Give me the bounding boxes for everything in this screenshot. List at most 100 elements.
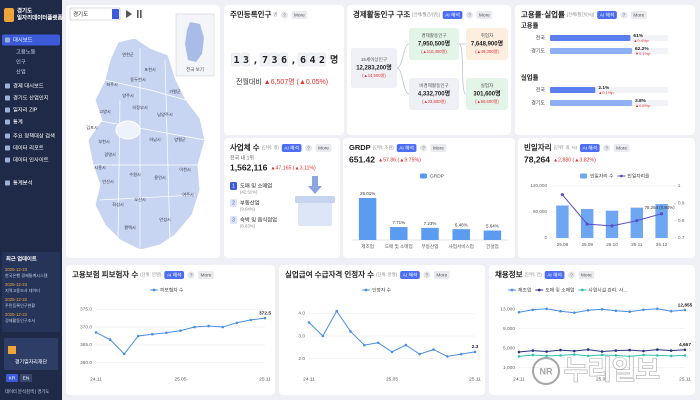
more-button-bg[interactable] bbox=[578, 271, 595, 279]
map-region-label[interactable]: 화성시 bbox=[112, 201, 124, 208]
map-region-label[interactable]: 안성시 bbox=[159, 216, 171, 222]
point bbox=[459, 352, 463, 356]
help-icon[interactable] bbox=[419, 144, 427, 152]
legend-text: 제조업 bbox=[518, 286, 531, 293]
menu-item[interactable]: 데이터 인사이트 bbox=[13, 155, 49, 163]
legend-text: 피보험자 수 bbox=[160, 286, 184, 293]
menu-item[interactable]: 통계 bbox=[13, 117, 23, 125]
menu-item[interactable]: 데이터 리포트 bbox=[13, 143, 44, 151]
menu-item[interactable]: 경제 대시보드 bbox=[13, 81, 44, 89]
y-tick-label: 1,000 bbox=[503, 365, 515, 371]
menu-item[interactable]: 고용노동 bbox=[16, 48, 36, 55]
menu-item[interactable]: 경기도 산업인지 bbox=[13, 93, 49, 101]
point bbox=[683, 348, 687, 352]
y2-tick-label: 0.9 bbox=[678, 201, 685, 206]
ai-button-bg[interactable] bbox=[164, 271, 185, 279]
point bbox=[635, 219, 639, 223]
point bbox=[94, 331, 98, 334]
point-label: 4,667 bbox=[679, 342, 691, 348]
menu-item[interactable]: 산업 bbox=[16, 67, 26, 75]
more-button-bg[interactable] bbox=[630, 11, 647, 19]
ai-button-bg[interactable] bbox=[597, 11, 617, 19]
help-icon[interactable] bbox=[603, 144, 611, 152]
help-icon[interactable] bbox=[620, 11, 628, 19]
map-region-label[interactable]: 오산시 bbox=[134, 196, 146, 202]
ai-button-bg[interactable] bbox=[396, 144, 417, 152]
map-region-label[interactable]: 시흥시 bbox=[94, 164, 106, 170]
map-region-label[interactable]: 파주시 bbox=[106, 81, 118, 88]
map-region-label[interactable]: 의정부시 bbox=[132, 104, 148, 111]
map-region-label[interactable]: 부천시 bbox=[98, 138, 110, 145]
help-icon[interactable] bbox=[567, 271, 575, 279]
point bbox=[531, 349, 535, 352]
map-region-label[interactable]: 안산시 bbox=[102, 178, 114, 184]
ai-button-bg[interactable] bbox=[281, 144, 302, 152]
more-button-bg[interactable] bbox=[198, 271, 214, 279]
bar-value-label: 6.46% bbox=[455, 222, 468, 227]
map-region-label[interactable]: 양평군 bbox=[174, 136, 186, 142]
help-icon[interactable] bbox=[187, 271, 195, 279]
more-button-text: More bbox=[633, 13, 644, 19]
map-region-label[interactable]: 여주시 bbox=[182, 191, 194, 198]
bar-value-label: 25.01% bbox=[360, 191, 375, 196]
more-button-bg[interactable] bbox=[613, 144, 630, 152]
point bbox=[614, 354, 618, 357]
map-region-label[interactable]: 고양시 bbox=[99, 108, 111, 114]
more-button-bg[interactable] bbox=[315, 144, 332, 152]
ai-button-bg[interactable] bbox=[442, 11, 463, 19]
legend-text: GRDP bbox=[430, 173, 444, 179]
more-button-bg[interactable] bbox=[433, 271, 450, 279]
update-date: 2025-12-23 bbox=[5, 282, 28, 287]
point bbox=[235, 321, 239, 325]
region-select[interactable] bbox=[69, 7, 121, 21]
menu-item[interactable]: 통계분석 bbox=[13, 178, 33, 186]
map-region-label[interactable]: 하남시 bbox=[149, 136, 161, 143]
ai-button-bg[interactable] bbox=[400, 271, 420, 279]
help-icon[interactable] bbox=[465, 11, 473, 19]
map-region-label[interactable]: 광명시 bbox=[104, 151, 116, 157]
menu-item[interactable]: 일자리 ZIP bbox=[13, 105, 38, 113]
point bbox=[683, 354, 687, 357]
map-region-label[interactable]: 용인시 bbox=[154, 174, 166, 180]
y-tick-label: 360.0 bbox=[80, 360, 92, 366]
map-region-label[interactable]: 남양주시 bbox=[157, 111, 173, 118]
box-lid bbox=[295, 196, 335, 203]
bar-value-label: 5.64% bbox=[486, 224, 499, 229]
menu-item[interactable]: 대시보드 bbox=[13, 35, 33, 43]
digit-box bbox=[259, 52, 269, 67]
lang-button[interactable] bbox=[6, 374, 18, 382]
more-button-bg[interactable] bbox=[291, 11, 308, 19]
point bbox=[517, 310, 521, 314]
total-change: ▲2,880 (▲3.82%) bbox=[553, 157, 596, 163]
top-industry: 부동산업 bbox=[240, 198, 260, 206]
panel-unit: (단위: 개, %) bbox=[554, 144, 578, 151]
legend-text: 인정자 수 bbox=[372, 286, 392, 293]
help-icon[interactable] bbox=[305, 144, 312, 152]
map-region-label[interactable]: 수원시 bbox=[129, 171, 141, 178]
more-button-bg[interactable] bbox=[430, 144, 447, 152]
help-icon[interactable] bbox=[423, 271, 431, 279]
lang-button[interactable] bbox=[20, 374, 32, 382]
map-region-label[interactable]: 김포시 bbox=[86, 124, 98, 130]
ai-button-text: AI 해석 bbox=[403, 272, 418, 279]
ai-button-bg[interactable] bbox=[579, 144, 600, 152]
business-count: 1,562,116 bbox=[230, 162, 268, 172]
more-button-bg[interactable] bbox=[476, 11, 493, 19]
menu-item[interactable]: 주요 정책대상 검색 bbox=[13, 131, 55, 139]
point bbox=[418, 352, 421, 356]
point bbox=[531, 308, 535, 312]
map-region-label[interactable]: 동두천시 bbox=[130, 76, 146, 83]
map-region-label[interactable]: 연천군 bbox=[122, 51, 134, 57]
legend-swatch bbox=[152, 288, 156, 292]
map-region-label[interactable]: 이천시 bbox=[179, 166, 191, 173]
point bbox=[404, 343, 408, 347]
map-region-label[interactable]: 포천시 bbox=[144, 66, 156, 72]
map-region-label[interactable]: 가평군 bbox=[169, 88, 181, 95]
help-icon[interactable] bbox=[280, 11, 288, 19]
map-region-label[interactable]: 양주시 bbox=[122, 92, 134, 99]
ai-button-bg[interactable] bbox=[544, 271, 565, 279]
ai-button-text: AI 해석 bbox=[600, 12, 615, 19]
menu-item[interactable]: 인구 bbox=[16, 58, 26, 65]
help-text: ? bbox=[307, 146, 310, 152]
map-region-label[interactable]: 평택시 bbox=[124, 224, 136, 231]
